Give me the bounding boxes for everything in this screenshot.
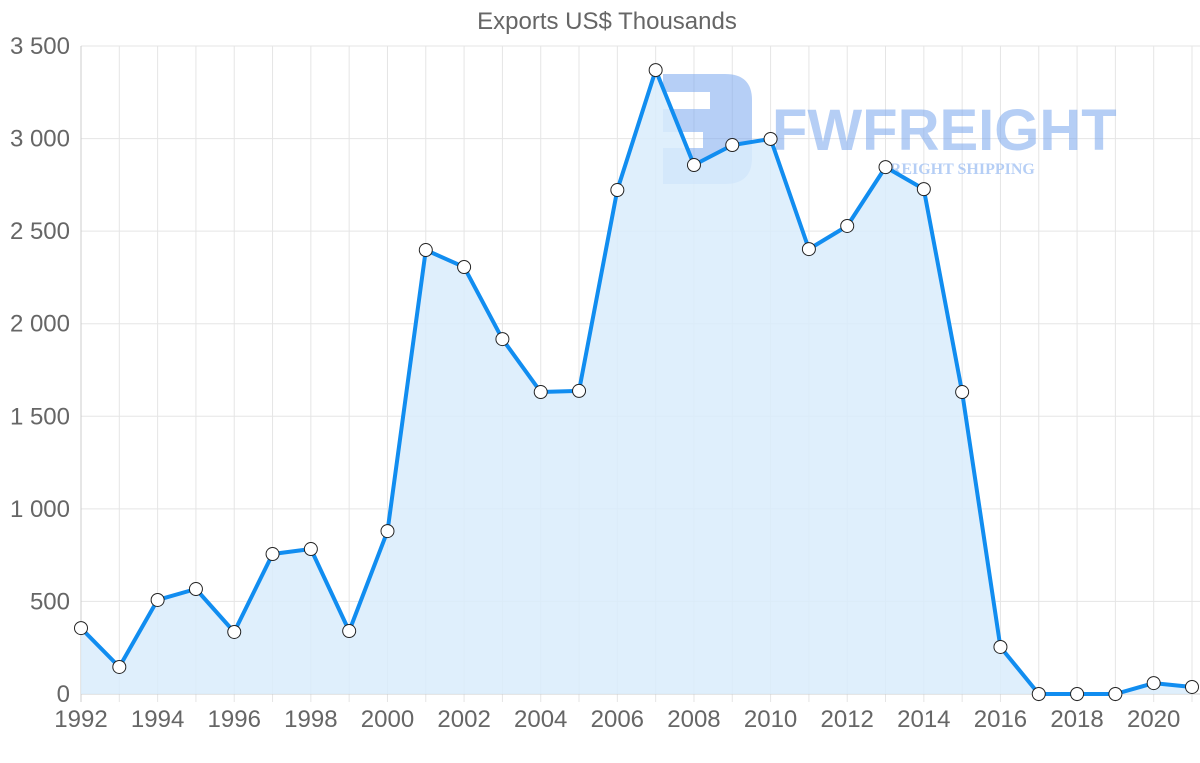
y-tick-label: 2 500 [10, 218, 70, 245]
data-point[interactable]: 2013: 2846 [878, 160, 893, 175]
data-point[interactable]: 2001: 2398 [418, 243, 433, 258]
x-tick-label: 1994 [131, 706, 184, 733]
x-axis: 1992 1994 1996 1998 2000 2002 2004 2006 2008 2010… [54, 706, 1180, 733]
watermark-logo: FWFREIGHT FREIGHT SHIPPING [663, 74, 1117, 184]
x-tick-label: 2002 [437, 706, 490, 733]
data-point[interactable]: 2016: 254 [993, 639, 1008, 654]
data-point[interactable]: 2003: 1917 [495, 332, 510, 347]
x-tick-label: 2012 [821, 706, 874, 733]
data-point[interactable]: 1999: 340 [342, 624, 357, 639]
area-fill-path [81, 70, 1192, 695]
y-tick-label: 3 000 [10, 126, 70, 153]
data-point[interactable]: 1997: 756 [265, 547, 280, 562]
data-point[interactable]: 2007: 3370 [648, 63, 663, 78]
data-point[interactable]: 1992: 356 [74, 621, 88, 636]
data-point[interactable]: 2019: 0 [1108, 687, 1123, 701]
watermark-tagline-text: FREIGHT SHIPPING [880, 161, 1035, 178]
y-tick-label: 1 000 [10, 496, 70, 523]
x-tick-label: 2016 [974, 706, 1027, 733]
y-tick-label: 500 [30, 588, 70, 615]
data-point[interactable]: 2010: 2998 [763, 131, 778, 146]
x-tick-label: 1992 [54, 706, 107, 733]
area-fill [81, 70, 1192, 695]
data-point[interactable]: 2000: 880 [380, 524, 395, 539]
y-tick-label: 2 000 [10, 311, 70, 338]
data-point[interactable]: 2018: 0 [1070, 687, 1085, 701]
y-tick-label: 3 500 [10, 33, 70, 60]
data-point[interactable]: 2020: 59 [1146, 676, 1161, 691]
x-tick-label: 2000 [361, 706, 414, 733]
data-point[interactable]: 2011: 2403 [801, 242, 816, 257]
data-point[interactable]: 1994: 508 [150, 592, 165, 607]
data-point[interactable]: 2017: 0 [1031, 687, 1046, 701]
data-point[interactable]: 2009: 2965 [725, 138, 740, 153]
x-tick-label: 2018 [1050, 706, 1103, 733]
series-line [79, 68, 1194, 696]
x-tick-label: 2020 [1127, 706, 1180, 733]
x-tick-label: 1996 [208, 706, 261, 733]
y-tick-label: 0 [57, 681, 70, 708]
data-point[interactable]: 2014: 2727 [916, 182, 931, 197]
x-tick-label: 2006 [591, 706, 644, 733]
chart-title: Exports US$ Thousands [477, 8, 737, 35]
watermark-brand-text: FWFREIGHT [772, 98, 1117, 163]
data-point[interactable]: 2004: 1631 [533, 385, 548, 400]
data-point[interactable]: 1998: 783 [303, 542, 318, 557]
data-point[interactable]: 2008: 2857 [686, 158, 701, 173]
data-point[interactable]: 2012: 2528 [840, 218, 855, 233]
x-tick-label: 2014 [897, 706, 950, 733]
data-point[interactable]: 2002: 2306 [457, 260, 472, 275]
data-point[interactable]: 2006: 2722 [610, 183, 625, 198]
y-axis: 0 500 1 000 1 500 2 000 2 500 3 000 3 500 [10, 33, 70, 708]
data-point[interactable]: 2021: 38 [1185, 679, 1199, 694]
data-point[interactable]: 2015: 1631 [955, 385, 970, 400]
data-point[interactable]: 1995: 567 [188, 582, 203, 597]
x-tick-label: 2004 [514, 706, 567, 733]
data-point[interactable]: 2005: 1637 [572, 383, 587, 398]
data-point[interactable]: 1996: 335 [227, 624, 242, 639]
y-tick-label: 1 500 [10, 403, 70, 430]
x-tick-label: 2010 [744, 706, 797, 733]
x-tick-label: 1998 [284, 706, 337, 733]
data-points: 1992: 356 1993: 146 1994: 508 1995: 567 1996… [74, 63, 1199, 701]
data-line [79, 68, 1194, 696]
x-tick-label: 2008 [667, 706, 720, 733]
data-point[interactable]: 1993: 146 [112, 659, 127, 674]
